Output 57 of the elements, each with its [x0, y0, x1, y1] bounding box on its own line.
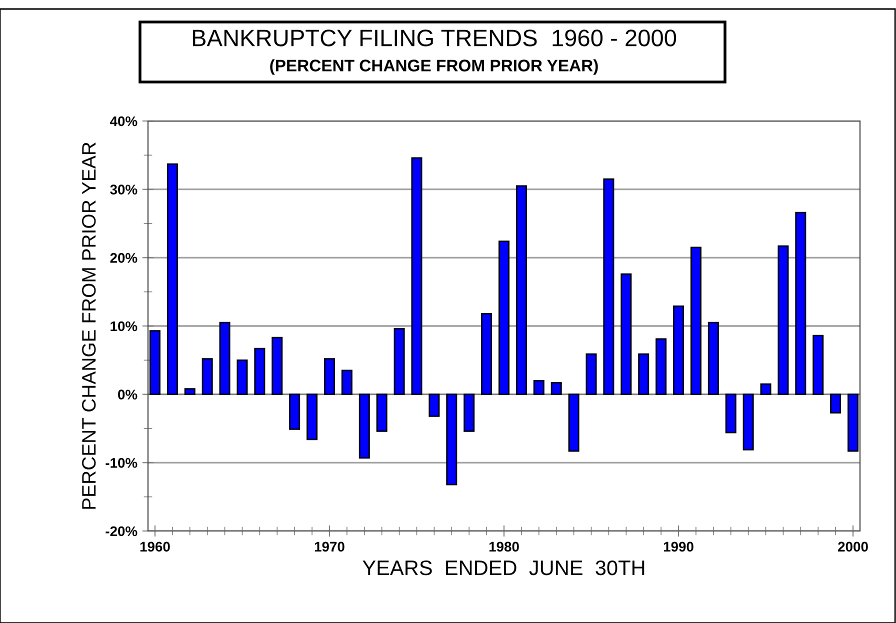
- bar: [219, 322, 230, 396]
- bar: [760, 383, 772, 396]
- bar: [149, 330, 160, 396]
- bar: [708, 322, 719, 396]
- bar: [533, 380, 544, 396]
- bar: [376, 394, 388, 432]
- bar: [778, 245, 789, 396]
- bar: [254, 348, 266, 396]
- bar: [516, 185, 527, 396]
- bar: [341, 370, 352, 396]
- bar: [306, 394, 318, 440]
- bar: [830, 394, 842, 414]
- bar: [742, 394, 754, 450]
- bar: [673, 305, 684, 396]
- bar: [586, 353, 597, 396]
- bar: [289, 394, 300, 430]
- bar: [656, 338, 667, 396]
- y-tick-label: 30%: [110, 184, 138, 195]
- x-axis-title: YEARS ENDED JUNE 30TH: [362, 560, 644, 576]
- bar: [638, 353, 650, 396]
- bar: [184, 388, 196, 396]
- y-tick-label: 40%: [110, 116, 138, 126]
- bar: [620, 273, 632, 396]
- bar: [272, 336, 283, 396]
- bar: [550, 382, 562, 396]
- y-tick-label: 20%: [110, 253, 138, 263]
- chart-title: BANKRUPTCY FILING TRENDS 1960 - 2000: [192, 30, 676, 46]
- bar: [236, 359, 248, 396]
- x-tick-label: 2000: [838, 542, 868, 552]
- x-tick-label: 1990: [664, 542, 694, 552]
- bar: [603, 178, 614, 396]
- y-tick-label: 0%: [118, 390, 138, 400]
- bar: [394, 328, 405, 396]
- bar: [166, 163, 178, 396]
- bar: [428, 394, 440, 417]
- bar: [411, 157, 422, 396]
- bar: [812, 334, 824, 396]
- bar: [481, 313, 492, 396]
- bar: [498, 240, 510, 396]
- bar: [568, 394, 580, 452]
- bar: [446, 394, 458, 486]
- y-tick-label: 10%: [110, 321, 138, 332]
- bar: [358, 394, 370, 459]
- bar: [202, 358, 213, 396]
- x-tick-label: 1980: [489, 542, 519, 552]
- y-tick-label: -10%: [106, 458, 138, 468]
- bar: [725, 394, 736, 434]
- y-tick-label: -20%: [106, 526, 138, 536]
- bar: [464, 394, 475, 432]
- x-tick-label: 1960: [140, 542, 170, 552]
- bar: [795, 212, 806, 396]
- chart-subtitle: (PERCENT CHANGE FROM PRIOR YEAR): [270, 59, 598, 75]
- bar: [690, 246, 702, 396]
- y-axis-title: PERCENT CHANGE FROM PRIOR YEAR: [82, 142, 96, 509]
- bar: [848, 394, 859, 452]
- bar: [324, 358, 335, 396]
- x-tick-label: 1970: [314, 542, 344, 552]
